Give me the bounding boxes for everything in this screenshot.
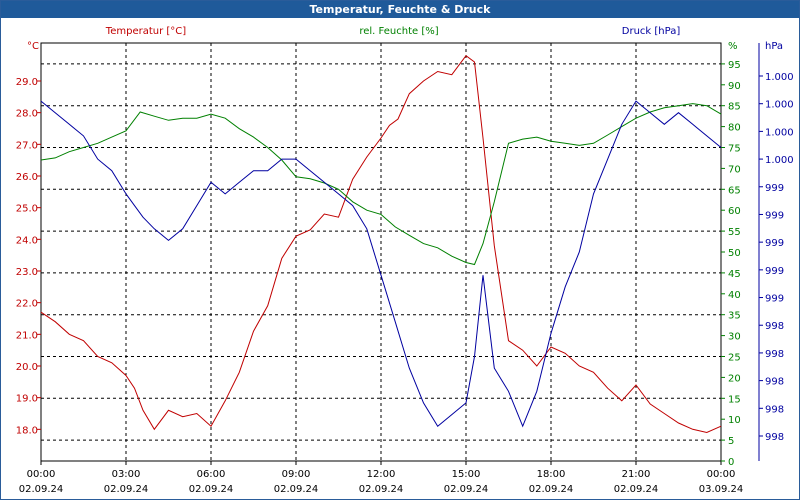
humidity-tick-label: 10	[728, 415, 741, 426]
humidity-tick-label: 90	[728, 81, 741, 92]
humidity-tick-label: 80	[728, 123, 741, 134]
humidity-tick-label: 70	[728, 164, 741, 175]
x-tick-label-time: 18:00	[537, 469, 566, 480]
x-tick-label-time: 12:00	[367, 469, 396, 480]
x-tick-label-date: 02.09.24	[614, 484, 659, 495]
humidity-tick-label: 60	[728, 206, 741, 217]
humidity-tick-label: 45	[728, 269, 741, 280]
humidity-tick-label: 40	[728, 290, 741, 301]
x-tick-label-date: 02.09.24	[529, 484, 574, 495]
x-tick-label-date: 02.09.24	[359, 484, 404, 495]
pressure-tick-label: 1.000	[765, 127, 794, 138]
humidity-tick-label: 15	[728, 394, 741, 405]
pressure-series-line	[40, 100, 722, 428]
temperature-tick-label: 20.0	[16, 362, 38, 373]
legend-humidity: rel. Feuchte [%]	[359, 26, 438, 37]
pressure-tick-label: 999	[765, 294, 784, 305]
x-tick-label-date: 02.09.24	[104, 484, 149, 495]
x-tick-label-time: 06:00	[197, 469, 226, 480]
humidity-tick-label: 75	[728, 144, 741, 155]
humidity-tick-label: 55	[728, 227, 741, 238]
temperature-unit-label: °C	[27, 41, 39, 52]
pressure-tick-label: 998	[765, 377, 784, 388]
x-tick-label-date: 02.09.24	[444, 484, 489, 495]
pressure-tick-label: 1.000	[765, 100, 794, 111]
temperature-series-line	[40, 55, 722, 434]
humidity-unit-label: %	[728, 41, 738, 52]
x-tick-label-time: 21:00	[622, 469, 651, 480]
x-tick-label-time: 00:00	[27, 469, 56, 480]
pressure-tick-label: 998	[765, 321, 784, 332]
humidity-tick-label: 85	[728, 102, 741, 113]
humidity-tick-label: 65	[728, 185, 741, 196]
pressure-tick-label: 998	[765, 404, 784, 415]
temperature-tick-label: 24.0	[16, 235, 38, 246]
pressure-tick-label: 998	[765, 432, 784, 443]
temperature-tick-label: 25.0	[16, 204, 38, 215]
humidity-tick-label: 50	[728, 248, 741, 259]
temperature-tick-label: 23.0	[16, 267, 38, 278]
temperature-tick-label: 28.0	[16, 109, 38, 120]
temperature-tick-label: 21.0	[16, 330, 38, 341]
pressure-tick-label: 1.000	[765, 72, 794, 83]
humidity-tick-label: 35	[728, 311, 741, 322]
humidity-tick-label: 20	[728, 373, 741, 384]
x-tick-label-time: 00:00	[707, 469, 736, 480]
x-tick-label-date: 03.09.24	[699, 484, 744, 495]
pressure-tick-label: 999	[765, 210, 784, 221]
x-tick-label-date: 02.09.24	[189, 484, 234, 495]
humidity-tick-label: 0	[728, 457, 734, 468]
legend-pressure: Druck [hPa]	[622, 26, 681, 37]
pressure-tick-label: 999	[765, 266, 784, 277]
pressure-tick-label: 998	[765, 349, 784, 360]
temperature-tick-label: 29.0	[16, 77, 38, 88]
humidity-tick-label: 5	[728, 436, 734, 447]
x-tick-label-time: 09:00	[282, 469, 311, 480]
humidity-series-line	[40, 103, 722, 266]
humidity-tick-label: 95	[728, 60, 741, 71]
x-tick-label-time: 03:00	[112, 469, 141, 480]
humidity-tick-label: 25	[728, 353, 741, 364]
pressure-tick-label: 1.000	[765, 155, 794, 166]
x-tick-label-date: 02.09.24	[19, 484, 64, 495]
temperature-tick-label: 22.0	[16, 299, 38, 310]
x-tick-label-date: 02.09.24	[274, 484, 319, 495]
temperature-tick-label: 27.0	[16, 140, 38, 151]
pressure-unit-label: hPa	[765, 41, 783, 52]
x-tick-label-time: 15:00	[452, 469, 481, 480]
legend-temperature: Temperatur [°C]	[105, 26, 186, 37]
temperature-tick-label: 19.0	[16, 394, 38, 405]
window-title: Temperatur, Feuchte & Druck	[1, 1, 799, 18]
pressure-tick-label: 999	[765, 238, 784, 249]
pressure-tick-label: 999	[765, 183, 784, 194]
humidity-tick-label: 30	[728, 332, 741, 343]
temperature-tick-label: 18.0	[16, 425, 38, 436]
temperature-tick-label: 26.0	[16, 172, 38, 183]
